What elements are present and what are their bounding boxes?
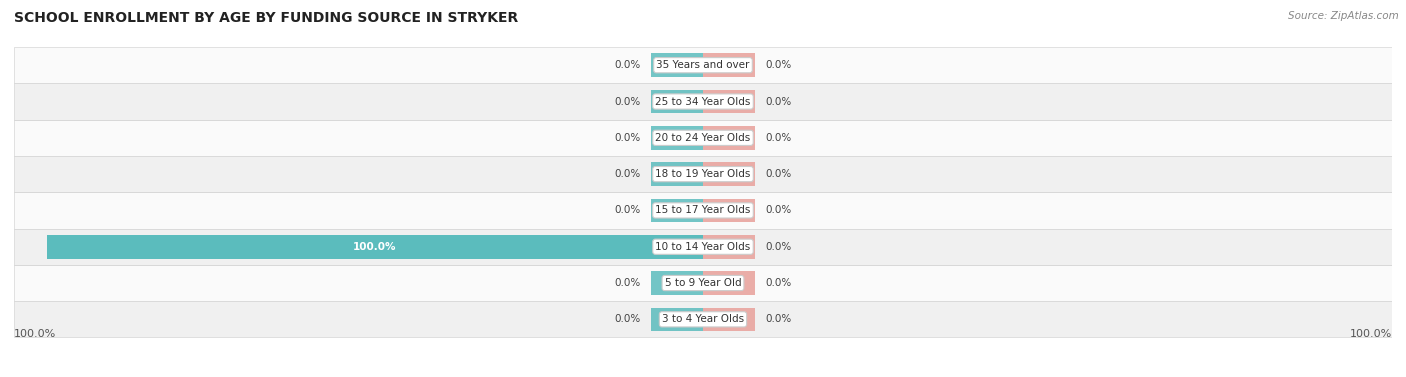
Text: 0.0%: 0.0%: [614, 169, 641, 179]
Text: 0.0%: 0.0%: [765, 278, 792, 288]
Bar: [14, 228, 1392, 265]
Text: 0.0%: 0.0%: [765, 97, 792, 107]
Bar: [14, 83, 1392, 120]
Text: SCHOOL ENROLLMENT BY AGE BY FUNDING SOURCE IN STRYKER: SCHOOL ENROLLMENT BY AGE BY FUNDING SOUR…: [14, 11, 519, 25]
Bar: [703, 199, 755, 222]
Text: 0.0%: 0.0%: [614, 278, 641, 288]
Bar: [14, 47, 1392, 83]
Bar: [703, 308, 755, 331]
Text: 0.0%: 0.0%: [765, 133, 792, 143]
Bar: [651, 90, 703, 113]
Text: Source: ZipAtlas.com: Source: ZipAtlas.com: [1288, 11, 1399, 21]
Bar: [14, 301, 1392, 337]
Bar: [14, 192, 1392, 228]
Text: 10 to 14 Year Olds: 10 to 14 Year Olds: [655, 242, 751, 252]
Bar: [651, 199, 703, 222]
Bar: [651, 271, 703, 295]
Bar: [651, 308, 703, 331]
Text: 0.0%: 0.0%: [765, 169, 792, 179]
Bar: [651, 162, 703, 186]
Text: 0.0%: 0.0%: [765, 205, 792, 215]
Text: 0.0%: 0.0%: [765, 60, 792, 70]
Bar: [14, 120, 1392, 156]
Text: 25 to 34 Year Olds: 25 to 34 Year Olds: [655, 97, 751, 107]
Bar: [703, 162, 755, 186]
Text: 20 to 24 Year Olds: 20 to 24 Year Olds: [655, 133, 751, 143]
Text: 0.0%: 0.0%: [614, 60, 641, 70]
Bar: [651, 54, 703, 77]
Bar: [703, 271, 755, 295]
Bar: [14, 156, 1392, 192]
Text: 15 to 17 Year Olds: 15 to 17 Year Olds: [655, 205, 751, 215]
Bar: [703, 126, 755, 150]
Bar: [14, 265, 1392, 301]
Bar: [703, 90, 755, 113]
Text: 100.0%: 100.0%: [14, 329, 56, 339]
Text: 0.0%: 0.0%: [614, 133, 641, 143]
Text: 0.0%: 0.0%: [614, 205, 641, 215]
Text: 3 to 4 Year Olds: 3 to 4 Year Olds: [662, 314, 744, 324]
Text: 0.0%: 0.0%: [765, 242, 792, 252]
Bar: [46, 235, 703, 259]
Text: 35 Years and over: 35 Years and over: [657, 60, 749, 70]
Text: 18 to 19 Year Olds: 18 to 19 Year Olds: [655, 169, 751, 179]
Bar: [651, 126, 703, 150]
Text: 0.0%: 0.0%: [614, 97, 641, 107]
Text: 5 to 9 Year Old: 5 to 9 Year Old: [665, 278, 741, 288]
Bar: [703, 235, 755, 259]
Text: 100.0%: 100.0%: [1350, 329, 1392, 339]
Bar: [703, 54, 755, 77]
Text: 0.0%: 0.0%: [614, 314, 641, 324]
Text: 100.0%: 100.0%: [353, 242, 396, 252]
Text: 0.0%: 0.0%: [765, 314, 792, 324]
